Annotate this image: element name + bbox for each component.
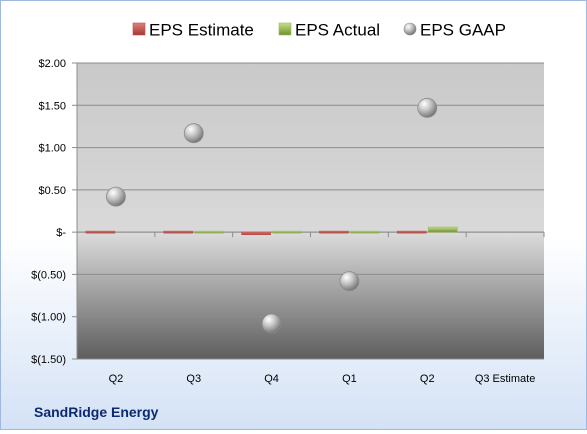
bar-eps-estimate [319, 230, 349, 234]
bar-eps-estimate [396, 230, 427, 234]
legend-marker [278, 22, 292, 36]
legend-label: EPS Estimate [149, 21, 254, 40]
x-tick-label: Q3 [186, 373, 201, 385]
y-tick-label: $- [56, 227, 66, 239]
y-tick-label: $2.00 [38, 58, 66, 70]
bar-eps-actual [194, 230, 225, 234]
y-tick-label: $1.50 [38, 100, 66, 112]
company-name: SandRidge Energy [34, 404, 159, 420]
point-eps-gaap [183, 123, 204, 144]
x-tick-label: Q3 Estimate [475, 373, 536, 385]
legend-item: EPS GAAP [403, 21, 506, 40]
bar-eps-estimate [163, 230, 194, 234]
x-tick-label: Q2 [109, 373, 124, 385]
y-tick-label: $1.00 [38, 143, 66, 155]
bar-eps-estimate [241, 231, 271, 235]
legend-item: EPS Estimate [132, 21, 254, 40]
legend-marker [132, 22, 146, 36]
x-tick-label: Q1 [342, 373, 357, 385]
legend-label: EPS Actual [295, 21, 380, 40]
bar-eps-estimate [85, 230, 116, 234]
y-tick-label: $(1.50) [31, 354, 66, 366]
bar-eps-actual [272, 230, 302, 234]
bar-eps-actual [427, 226, 458, 233]
bar-eps-actual [350, 230, 380, 234]
y-tick-label: $(1.00) [31, 312, 66, 324]
y-tick-label: $0.50 [38, 185, 66, 197]
point-eps-gaap [261, 313, 282, 334]
point-eps-gaap [417, 97, 438, 118]
point-eps-gaap [339, 271, 360, 292]
point-eps-gaap [106, 186, 126, 207]
legend-label: EPS GAAP [420, 21, 506, 40]
legend-marker [403, 22, 417, 36]
plot-area-lower [77, 232, 544, 359]
y-tick-label: $(0.50) [31, 269, 66, 281]
legend-item: EPS Actual [278, 21, 380, 40]
x-tick-label: Q2 [420, 373, 435, 385]
x-tick-label: Q4 [264, 373, 279, 385]
